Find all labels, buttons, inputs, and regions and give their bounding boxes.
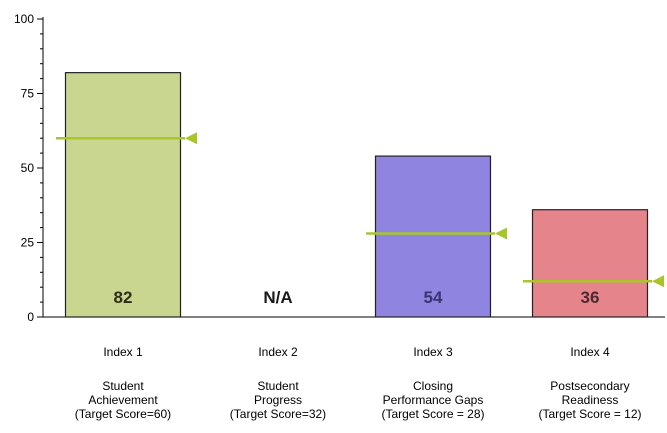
category-label-2: Index 2 xyxy=(258,345,298,359)
category-description-3-line-3: (Target Score = 28) xyxy=(381,407,484,421)
y-tick-label: 50 xyxy=(21,161,35,175)
category-description-2-line-3: (Target Score=32) xyxy=(230,407,326,421)
category-description-1-line-2: Achievement xyxy=(88,393,158,407)
target-marker-1 xyxy=(185,132,197,145)
category-description-4-line-3: (Target Score = 12) xyxy=(538,407,641,421)
category-description-2-line-1: Student xyxy=(257,379,299,393)
category-description-3-line-1: Closing xyxy=(413,379,453,393)
category-label-4: Index 4 xyxy=(570,345,610,359)
y-tick-label: 25 xyxy=(21,236,35,250)
value-label-1: 82 xyxy=(114,288,133,307)
category-description-3-line-2: Performance Gaps xyxy=(383,393,484,407)
category-description-4-line-1: Postsecondary xyxy=(550,379,629,393)
category-description-2-line-2: Progress xyxy=(254,393,302,407)
bar-1 xyxy=(64,72,182,318)
labels: 82 N/A 54 36 Index 1 Index 2 Index 3 Index 4 Stu… xyxy=(75,288,642,421)
target-lines xyxy=(56,132,664,288)
value-label-2: N/A xyxy=(263,288,292,307)
target-marker-4 xyxy=(652,275,664,288)
category-description-4-line-2: Readiness xyxy=(562,393,619,407)
value-label-3: 54 xyxy=(424,288,443,307)
category-description-1-line-3: (Target Score=60) xyxy=(75,407,171,421)
y-tick-label: 0 xyxy=(27,310,34,324)
y-tick-label: 75 xyxy=(21,87,35,101)
category-label-3: Index 3 xyxy=(413,345,453,359)
y-tick-label: 100 xyxy=(14,12,34,26)
value-label-4: 36 xyxy=(581,288,600,307)
category-description-1-line-1: Student xyxy=(102,379,144,393)
target-marker-3 xyxy=(495,227,507,240)
bars xyxy=(64,72,649,318)
bar-4 xyxy=(531,209,649,318)
category-label-1: Index 1 xyxy=(103,345,143,359)
bar-3 xyxy=(374,155,492,318)
